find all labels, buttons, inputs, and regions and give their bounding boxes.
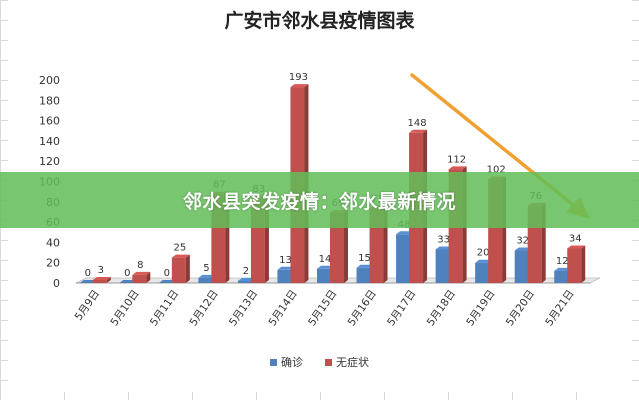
x-tick-label: 5月13日	[227, 288, 260, 329]
bar-confirmed	[514, 250, 529, 283]
x-tick-label: 5月19日	[464, 288, 497, 329]
x-tick-label: 5月21日	[543, 288, 576, 329]
bar-asymptomatic	[567, 248, 582, 283]
legend-label-confirmed: 确诊	[281, 356, 303, 369]
bar-asymptomatic-side	[581, 245, 586, 283]
data-label: 5	[203, 263, 209, 274]
y-tick-label: 40	[46, 236, 60, 249]
y-tick-label: 20	[46, 257, 60, 270]
data-label: 32	[516, 236, 529, 247]
y-tick-label: 140	[39, 135, 60, 148]
x-tick-label: 5月17日	[385, 288, 418, 329]
data-label: 0	[164, 268, 170, 279]
bar-asymptomatic	[171, 257, 186, 283]
data-label: 20	[477, 248, 490, 259]
data-label: 13	[279, 255, 292, 266]
data-label: 0	[85, 268, 91, 279]
bar-asymptomatic-side	[185, 254, 190, 283]
bar-asymptomatic-top	[171, 254, 190, 258]
data-label: 12	[556, 256, 569, 267]
data-label: 34	[569, 233, 582, 244]
bar-asymptomatic-top	[290, 84, 309, 88]
legend-swatch-asymptomatic	[325, 358, 332, 366]
bar-confirmed	[396, 234, 411, 283]
data-label: 3	[98, 265, 104, 276]
bar-confirmed	[198, 277, 213, 283]
headline-text: 邻水县突发疫情：邻水最新情况	[182, 190, 456, 213]
data-label: 2	[243, 266, 249, 277]
chart-title: 广安市邻水县疫情图表	[224, 10, 415, 32]
data-label: 148	[408, 118, 427, 129]
x-tick-label: 5月18日	[425, 288, 458, 329]
x-tick-label: 5月10日	[108, 288, 141, 329]
bar-confirmed	[435, 249, 450, 283]
data-label: 193	[289, 72, 308, 83]
bar-confirmed	[277, 269, 292, 283]
chart-legend: 确诊 无症状	[0, 354, 639, 370]
legend-label-asymptomatic: 无症状	[336, 356, 369, 369]
bar-confirmed	[317, 268, 331, 283]
data-label: 33	[437, 235, 450, 246]
data-label: 8	[137, 260, 143, 271]
x-tick-label: 5月14日	[267, 288, 300, 329]
bar-confirmed	[237, 280, 252, 283]
legend-swatch-confirmed	[270, 358, 277, 366]
bar-asymptomatic-top	[92, 276, 111, 280]
bar-asymptomatic	[92, 279, 107, 283]
x-tick-label: 5月16日	[346, 288, 379, 329]
y-tick-label: 120	[39, 155, 60, 168]
x-tick-label: 5月9日	[73, 288, 103, 323]
bar-asymptomatic	[330, 212, 344, 283]
bar-confirmed	[554, 270, 569, 283]
data-label: 112	[447, 154, 466, 165]
data-label: 25	[173, 243, 186, 254]
data-label: 15	[358, 253, 371, 264]
y-tick-label: 180	[39, 94, 60, 107]
bar-asymptomatic-top	[567, 245, 586, 249]
bar-asymptomatic-side	[106, 276, 111, 283]
x-tick-label: 5月12日	[187, 288, 220, 329]
x-tick-label: 5月20日	[504, 288, 537, 329]
x-tick-label: 5月15日	[306, 288, 339, 329]
y-tick-label: 160	[39, 115, 60, 128]
headline-banner: 邻水县突发疫情：邻水最新情况	[0, 172, 639, 228]
bar-confirmed	[475, 262, 490, 283]
bar-asymptomatic-top	[409, 129, 428, 133]
data-label: 0	[124, 268, 130, 279]
bar-asymptomatic-side	[146, 271, 151, 283]
bar-asymptomatic-top	[448, 166, 467, 170]
bar-asymptomatic	[132, 274, 147, 283]
x-tick-label: 5月11日	[148, 288, 181, 329]
data-label: 102	[487, 164, 506, 175]
data-label: 14	[319, 254, 332, 265]
bar-confirmed	[356, 267, 371, 283]
bar-asymptomatic-top	[132, 271, 151, 275]
y-tick-label: 0	[53, 277, 60, 290]
y-tick-label: 200	[39, 74, 60, 87]
bar-asymptomatic-side	[344, 209, 348, 283]
legend-item-confirmed: 确诊	[270, 354, 303, 370]
legend-item-asymptomatic: 无症状	[325, 354, 369, 370]
